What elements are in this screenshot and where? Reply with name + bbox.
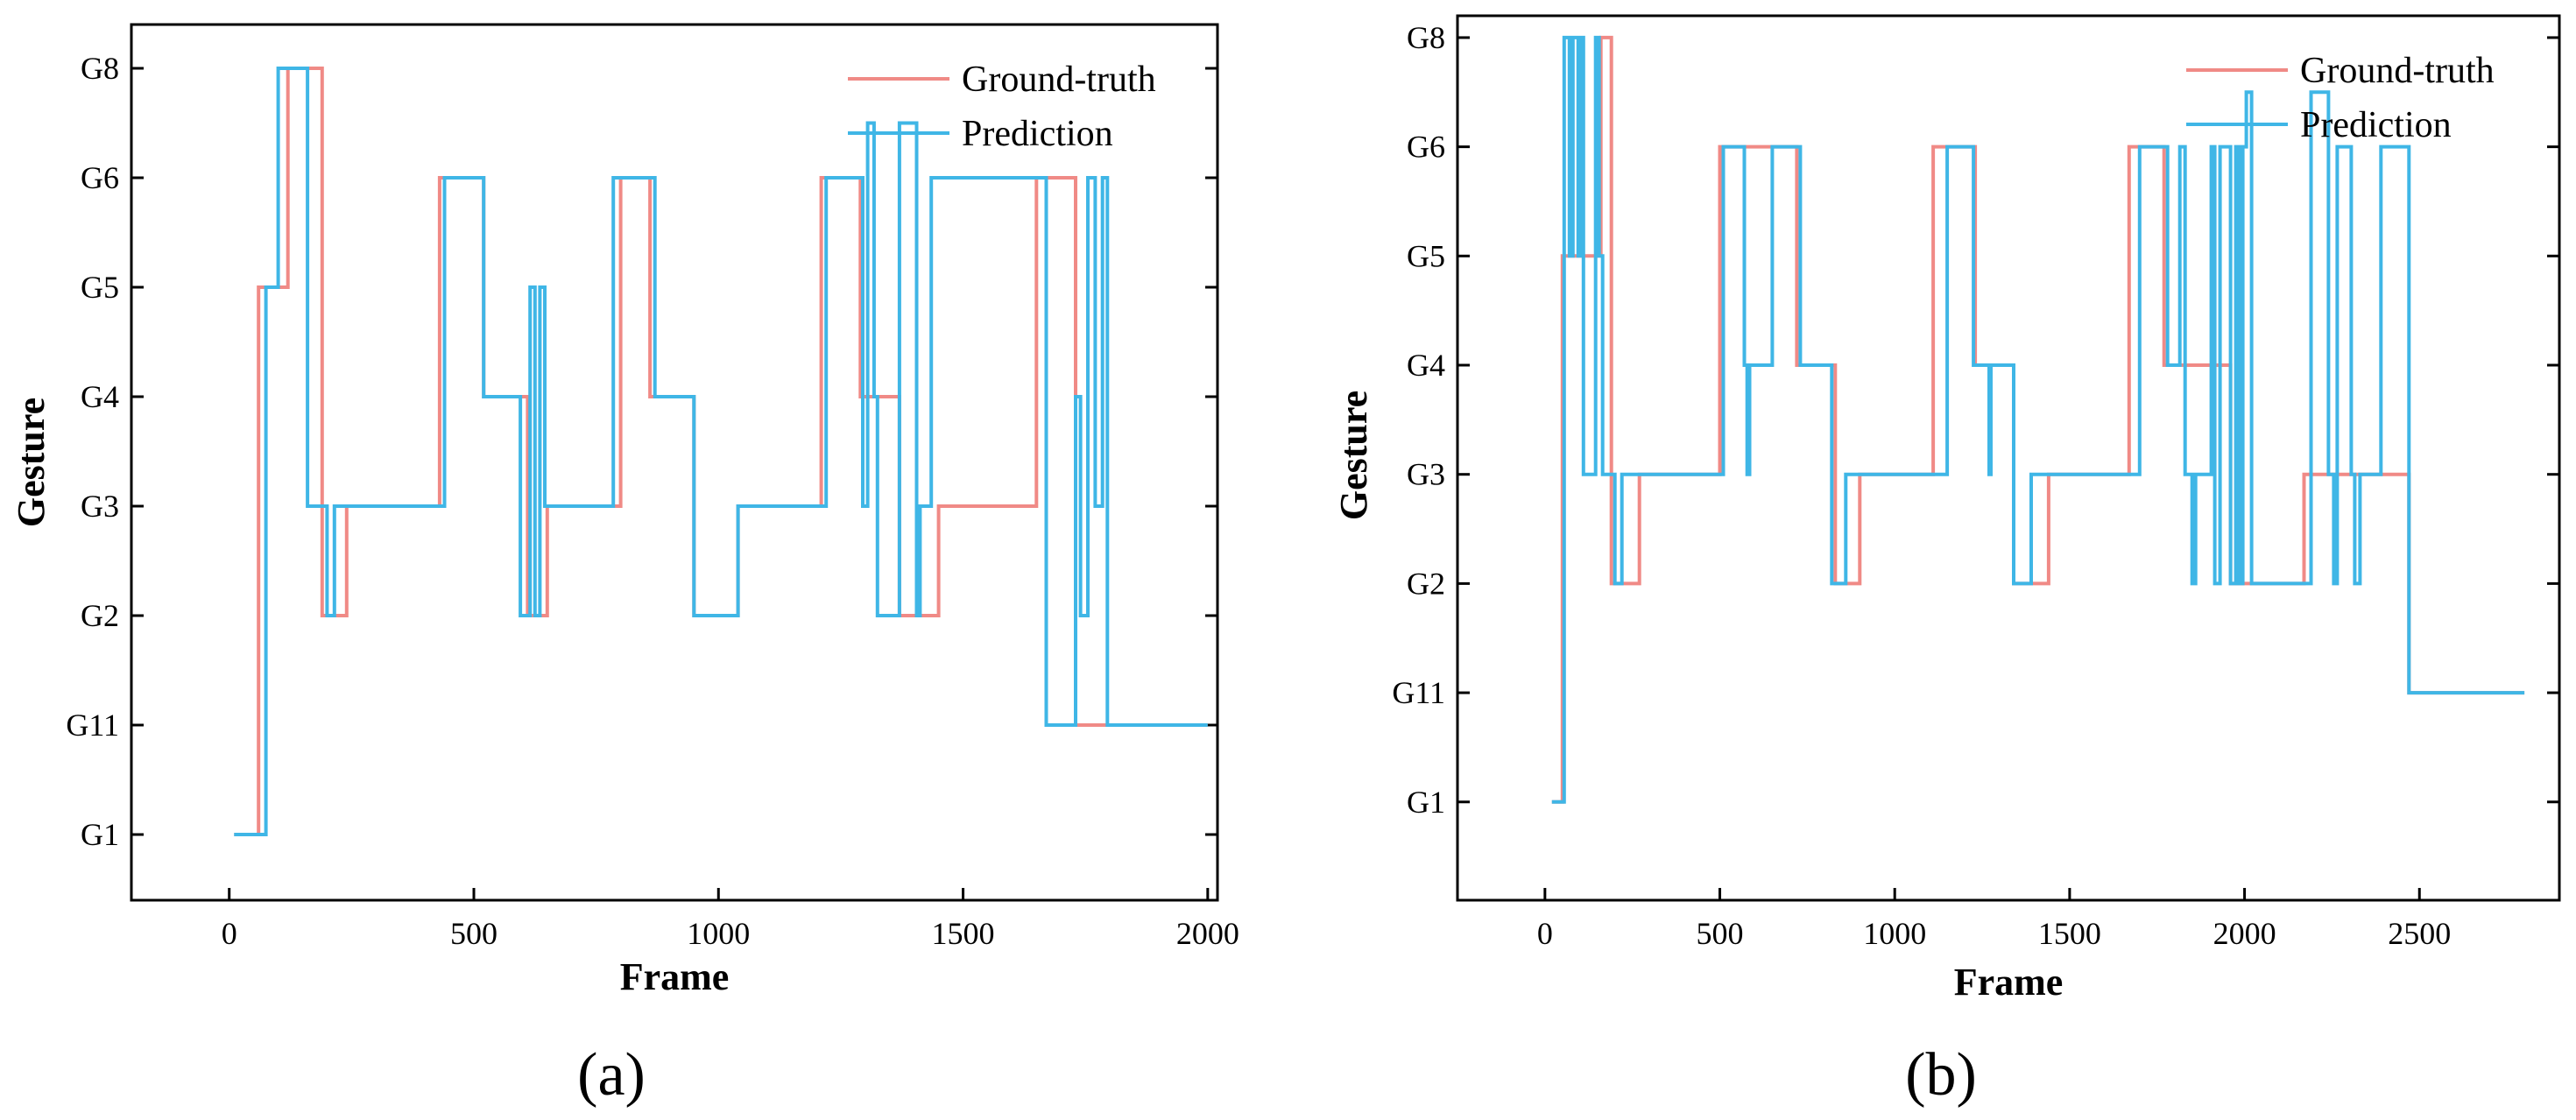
y-axis-title-a: Gesture: [10, 398, 53, 527]
y-tick-label-a: G8: [81, 51, 119, 86]
series-line-ground-truth-b: [1551, 35, 2525, 804]
series-line-prediction-a: [234, 67, 1208, 836]
x-tick-label-a: 1000: [687, 916, 750, 951]
y-ticks-a: G1 G11 G2 G3 G4 G5 G6 G8: [66, 51, 1217, 852]
legend-a: Ground-truth Prediction: [848, 60, 1156, 154]
y-tick-label-b: G2: [1407, 566, 1445, 601]
legend-b: Ground-truth Prediction: [2186, 51, 2495, 145]
chart-panel-b: 0 500 1000 1500 2000 2500 G1 G11 G2 G3 G4 G5 G6 G8 F…: [1332, 14, 2561, 1109]
y-tick-label-b: G8: [1407, 20, 1445, 55]
plot-frame-a: [130, 23, 1219, 902]
x-tick-label-b: 2000: [2213, 916, 2276, 951]
panel-label-b: (b): [1905, 1041, 1977, 1109]
chart-panel-a: 0 500 1000 1500 2000 G1 G11 G2 G3 G4 G5 G6 G8 Frame…: [10, 23, 1239, 1109]
x-ticks-b: 0 500 1000 1500 2000 2500: [1537, 888, 2451, 951]
x-ticks-a: 0 500 1000 1500 2000: [222, 888, 1239, 951]
legend-label-ground-truth-a: Ground-truth: [962, 60, 1156, 100]
y-tick-label-b: G4: [1407, 348, 1445, 383]
series-line-ground-truth-a: [234, 67, 1208, 836]
y-tick-label-a: G11: [66, 708, 119, 743]
y-tick-label-b: G5: [1407, 238, 1445, 273]
y-tick-label-a: G6: [81, 160, 119, 195]
legend-label-prediction-a: Prediction: [962, 114, 1113, 154]
panel-label-a: (a): [577, 1041, 646, 1109]
x-tick-label-a: 1500: [932, 916, 995, 951]
x-tick-label-a: 500: [450, 916, 498, 951]
y-tick-label-a: G3: [81, 489, 119, 524]
y-tick-label-a: G5: [81, 270, 119, 305]
x-tick-label-a: 2000: [1176, 916, 1239, 951]
y-ticks-b: G1 G11 G2 G3 G4 G5 G6 G8: [1392, 20, 2559, 820]
series-line-prediction-b: [1551, 35, 2525, 804]
y-tick-label-b: G6: [1407, 130, 1445, 165]
y-tick-label-b: G11: [1392, 675, 1445, 710]
y-tick-label-a: G2: [81, 598, 119, 633]
legend-label-ground-truth-b: Ground-truth: [2300, 51, 2495, 91]
plot-frame-b: [1456, 14, 2561, 902]
x-tick-label-b: 0: [1537, 916, 1553, 951]
legend-label-prediction-b: Prediction: [2300, 105, 2452, 145]
x-tick-label-a: 0: [222, 916, 237, 951]
y-tick-label-a: G1: [81, 817, 119, 852]
y-tick-label-b: G1: [1407, 785, 1445, 820]
series-group-a: [234, 67, 1208, 836]
x-axis-title-a: Frame: [620, 955, 730, 998]
x-tick-label-b: 1500: [2038, 916, 2101, 951]
x-tick-label-b: 2500: [2388, 916, 2451, 951]
series-group-b: [1551, 35, 2525, 804]
x-axis-title-b: Frame: [1954, 961, 2064, 1004]
y-tick-label-b: G3: [1407, 457, 1445, 492]
x-tick-label-b: 500: [1697, 916, 1744, 951]
y-tick-label-a: G4: [81, 379, 119, 414]
x-tick-label-b: 1000: [1863, 916, 1926, 951]
y-axis-title-b: Gesture: [1332, 391, 1375, 520]
